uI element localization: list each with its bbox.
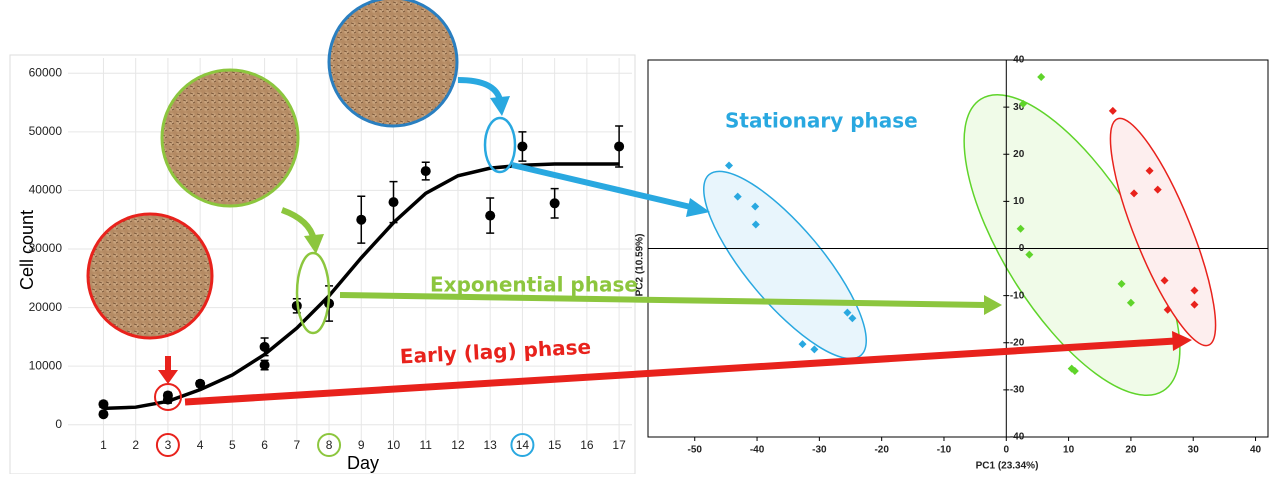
y-tick-label: 10 [1013, 196, 1025, 207]
y-tick-label: 20000 [29, 300, 63, 314]
x-tick-label: 2 [132, 438, 139, 452]
y-tick-label: -20 [1010, 337, 1025, 348]
x-tick-label: 13 [484, 438, 498, 452]
data-point [163, 390, 173, 400]
x-tick-label: 30 [1188, 445, 1200, 456]
x-tick-label: 16 [580, 438, 594, 452]
data-point [195, 379, 205, 389]
x-tick-label: 0 [1004, 445, 1010, 456]
y-tick-label: -40 [1010, 432, 1025, 443]
annotation: Stationary phase [725, 109, 918, 133]
data-point [356, 215, 366, 225]
y-tick-label: 10000 [29, 358, 63, 372]
x-axis-label: Day [347, 453, 379, 473]
y-tick-label: 40 [1013, 55, 1025, 66]
data-point [260, 342, 270, 352]
x-tick-label: -50 [688, 445, 703, 456]
x-tick-label: 10 [1063, 445, 1075, 456]
x-tick-label: 6 [261, 438, 268, 452]
y-tick-label: -30 [1010, 385, 1025, 396]
figure: Cell count Day 0100002000030000400005000… [0, 0, 1275, 474]
x-tick-label: 15 [548, 438, 562, 452]
x-tick-label: 8 [326, 438, 333, 452]
data-point [98, 409, 108, 419]
y-tick-label: -10 [1010, 290, 1025, 301]
cell-photo [88, 214, 212, 338]
y-tick-label: 50000 [29, 124, 63, 138]
x-tick-label: 9 [358, 438, 365, 452]
x-tick-label: 7 [293, 438, 300, 452]
data-point [517, 141, 527, 151]
x-tick-label: 17 [612, 438, 626, 452]
x-axis-label: PC1 (23.34%) [976, 461, 1039, 472]
cell-photo [329, 0, 457, 126]
y-tick-label: 0 [1019, 243, 1025, 254]
y-tick-label: 60000 [29, 65, 63, 79]
y-tick-label: 30000 [29, 241, 63, 255]
annotation: Exponential phase [430, 273, 638, 297]
x-tick-label: -20 [874, 445, 889, 456]
data-point [98, 399, 108, 409]
data-point [421, 166, 431, 176]
x-tick-label: 20 [1125, 445, 1137, 456]
x-tick-label: 10 [387, 438, 401, 452]
data-point [389, 197, 399, 207]
y-tick-label: 20 [1013, 149, 1025, 160]
x-tick-label: -40 [750, 445, 765, 456]
data-point [550, 198, 560, 208]
x-tick-label: -30 [812, 445, 827, 456]
x-tick-label: -10 [937, 445, 952, 456]
data-point [260, 360, 270, 370]
x-tick-label: 3 [165, 438, 172, 452]
x-tick-label: 40 [1250, 445, 1262, 456]
y-tick-label: 40000 [29, 183, 63, 197]
cell-photo [162, 70, 298, 206]
data-point [614, 141, 624, 151]
x-tick-label: 1 [100, 438, 107, 452]
x-tick-label: 11 [420, 438, 433, 452]
y-tick-label: 0 [55, 417, 62, 431]
x-tick-label: 4 [197, 438, 204, 452]
data-point [485, 211, 495, 221]
x-tick-label: 14 [516, 438, 530, 452]
x-tick-label: 5 [229, 438, 236, 452]
x-tick-label: 12 [451, 438, 465, 452]
